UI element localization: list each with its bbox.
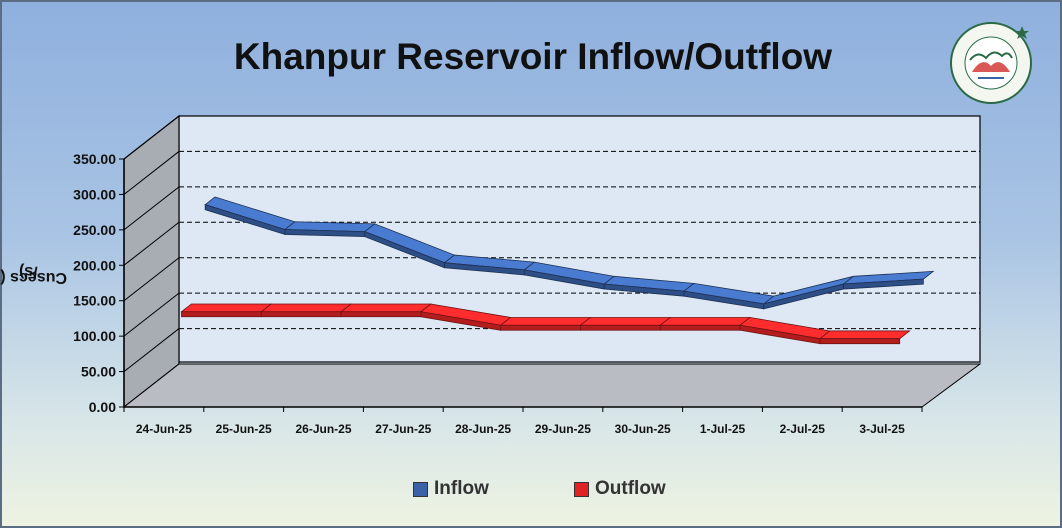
y-tick-label: 150.00 xyxy=(73,293,116,309)
x-tick-label: 3-Jul-25 xyxy=(859,422,905,436)
ribbon-top xyxy=(341,304,431,312)
ribbon-front xyxy=(182,312,262,317)
floor xyxy=(124,364,980,407)
x-tick-label: 30-Jun-25 xyxy=(615,422,671,436)
ribbon-front xyxy=(581,325,661,330)
y-tick-label: 300.00 xyxy=(73,186,116,202)
legend-label-inflow: Inflow xyxy=(434,478,489,500)
legend-item-inflow: Inflow xyxy=(413,478,489,500)
x-tick-label: 24-Jun-25 xyxy=(136,422,192,436)
y-tick-label: 0.00 xyxy=(89,399,116,415)
pmd-logo-icon xyxy=(948,20,1034,106)
ribbon-front xyxy=(261,312,341,317)
ribbon-front xyxy=(501,325,581,330)
x-tick-label: 2-Jul-25 xyxy=(780,422,826,436)
x-tick-label: 25-Jun-25 xyxy=(216,422,272,436)
ribbon-top xyxy=(501,317,591,325)
x-tick-label: 28-Jun-25 xyxy=(455,422,511,436)
ribbon-front xyxy=(820,339,900,344)
x-tick-label: 1-Jul-25 xyxy=(700,422,746,436)
side-wall xyxy=(124,116,179,407)
y-tick-label: 100.00 xyxy=(73,328,116,344)
y-tick-label: 250.00 xyxy=(73,222,116,238)
y-tick-label: 50.00 xyxy=(81,364,116,380)
ribbon-top xyxy=(581,317,671,325)
ribbon-top xyxy=(182,304,272,312)
y-tick-label: 350.00 xyxy=(73,151,116,167)
legend-item-outflow: Outflow xyxy=(574,478,666,500)
legend-label-outflow: Outflow xyxy=(595,478,666,500)
legend-swatch-outflow xyxy=(574,482,589,497)
x-tick-label: 29-Jun-25 xyxy=(535,422,591,436)
ribbon-top xyxy=(820,331,910,339)
ribbon-top xyxy=(660,317,750,325)
legend: Inflow Outflow xyxy=(2,478,1062,502)
x-tick-label: 26-Jun-25 xyxy=(295,422,351,436)
ribbon-front xyxy=(660,325,740,330)
ribbon-front xyxy=(341,312,421,317)
x-tick-label: 27-Jun-25 xyxy=(375,422,431,436)
y-tick-label: 200.00 xyxy=(73,257,116,273)
legend-swatch-inflow xyxy=(413,482,428,497)
ribbon-top xyxy=(261,304,351,312)
